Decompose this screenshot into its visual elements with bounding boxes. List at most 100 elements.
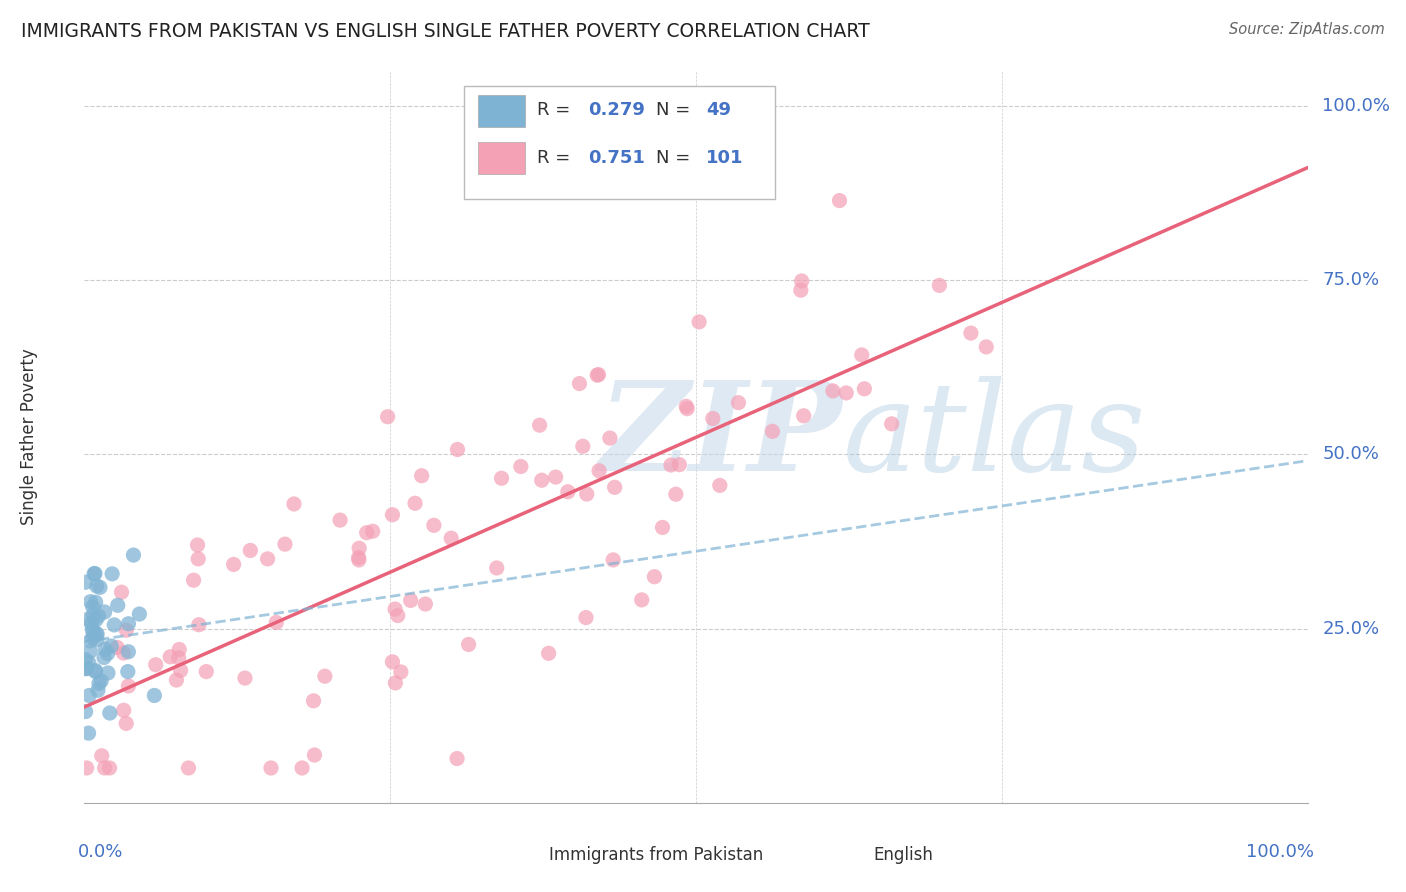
Text: 101: 101: [706, 149, 744, 167]
Point: [347, 553, 370, 567]
Point: [423, 518, 446, 533]
Point: [87, 676, 110, 690]
Point: [90, 748, 112, 763]
Point: [304, 747, 326, 762]
Text: 0.0%: 0.0%: [79, 843, 124, 861]
Point: [97, 665, 120, 680]
Point: [79, 634, 101, 648]
Point: [702, 411, 724, 425]
Point: [603, 480, 626, 494]
Point: [529, 418, 551, 433]
Point: [103, 618, 125, 632]
Point: [260, 761, 283, 775]
Point: [790, 274, 813, 288]
Point: [239, 543, 262, 558]
Point: [82, 625, 104, 640]
Point: [283, 497, 305, 511]
Point: [86, 627, 108, 641]
Point: [264, 615, 287, 630]
Point: [165, 673, 187, 687]
FancyBboxPatch shape: [478, 143, 524, 175]
Text: English: English: [873, 847, 934, 864]
Point: [377, 409, 399, 424]
Point: [381, 655, 404, 669]
Point: [411, 468, 433, 483]
Point: [98, 761, 121, 775]
Point: [440, 531, 463, 545]
Point: [115, 624, 138, 638]
Point: [274, 537, 297, 551]
Point: [84, 595, 107, 609]
FancyBboxPatch shape: [464, 86, 776, 200]
Text: 100.0%: 100.0%: [1322, 97, 1391, 115]
Point: [79, 644, 101, 658]
Point: [851, 348, 873, 362]
Point: [84, 664, 107, 678]
Point: [828, 194, 851, 208]
Point: [688, 315, 710, 329]
Point: [101, 566, 124, 581]
Point: [169, 664, 191, 678]
Point: [84, 566, 107, 581]
Point: [77, 656, 100, 670]
Point: [643, 570, 665, 584]
Point: [835, 386, 858, 401]
Point: [314, 669, 336, 683]
Text: 49: 49: [706, 101, 731, 120]
Point: [80, 616, 103, 631]
Point: [399, 593, 422, 607]
Point: [575, 610, 598, 624]
Point: [122, 548, 145, 562]
Text: Single Father Poverty: Single Father Poverty: [20, 349, 38, 525]
Point: [389, 665, 412, 679]
Point: [361, 524, 384, 539]
Point: [82, 631, 104, 645]
Point: [790, 283, 813, 297]
Text: IMMIGRANTS FROM PAKISTAN VS ENGLISH SINGLE FATHER POVERTY CORRELATION CHART: IMMIGRANTS FROM PAKISTAN VS ENGLISH SING…: [21, 22, 870, 41]
Point: [599, 431, 621, 445]
Point: [588, 464, 610, 478]
Point: [384, 676, 406, 690]
Point: [187, 552, 209, 566]
Point: [960, 326, 983, 340]
Text: N =: N =: [655, 149, 696, 167]
Point: [575, 487, 598, 501]
Point: [568, 376, 591, 391]
Point: [457, 637, 479, 651]
Point: [544, 470, 567, 484]
Point: [77, 612, 100, 626]
Point: [82, 608, 104, 623]
Point: [90, 673, 112, 688]
Point: [82, 599, 104, 614]
Point: [195, 665, 218, 679]
Point: [821, 384, 844, 398]
Point: [100, 639, 122, 653]
Point: [93, 650, 115, 665]
Point: [665, 487, 688, 501]
Point: [347, 550, 370, 565]
Point: [105, 640, 128, 655]
Point: [630, 592, 652, 607]
Point: [79, 595, 101, 609]
Point: [117, 665, 139, 679]
Text: atlas: atlas: [842, 376, 1146, 498]
Point: [880, 417, 903, 431]
Point: [356, 525, 378, 540]
Point: [83, 566, 105, 581]
Point: [491, 471, 513, 485]
Point: [537, 646, 560, 660]
FancyBboxPatch shape: [842, 844, 870, 870]
FancyBboxPatch shape: [478, 95, 524, 127]
Point: [404, 496, 426, 510]
Point: [75, 661, 97, 675]
Point: [675, 400, 697, 414]
Point: [86, 579, 108, 593]
Point: [86, 632, 108, 647]
Point: [485, 561, 508, 575]
Point: [222, 558, 245, 572]
Point: [651, 520, 673, 534]
Point: [76, 761, 98, 775]
Text: Immigrants from Pakistan: Immigrants from Pakistan: [550, 847, 763, 864]
Point: [115, 716, 138, 731]
Point: [572, 439, 595, 453]
